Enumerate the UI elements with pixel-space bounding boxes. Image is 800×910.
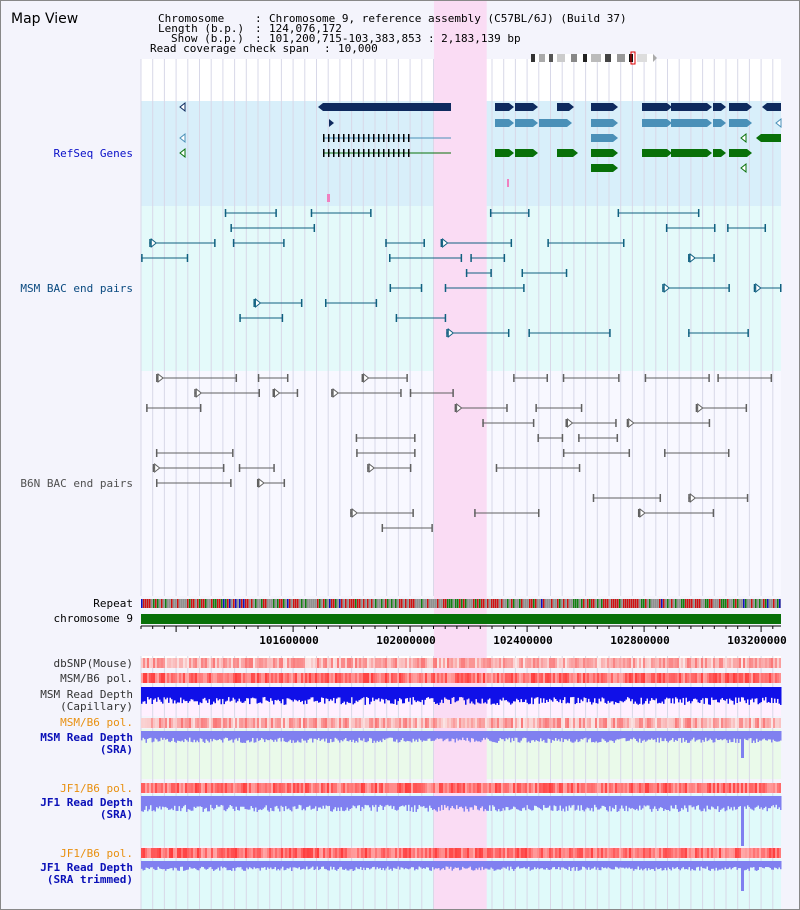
msm-b6-pol-strip [141,673,781,683]
track-label-jf1-depth-trimmed-sub: (SRA trimmed) [46,873,133,886]
length-key: Length (b.p.) [158,22,245,35]
axis-tick-label: 102800000 [610,634,670,647]
track-label-msm-depth-sra[interactable]: MSM Read Depth [40,731,133,744]
current-position-marker [630,51,636,65]
track-label-jf1-b6-pol[interactable]: JF1/B6 pol. [60,782,133,795]
chromosome-9-bar [141,614,781,624]
msm-bac-end-pairs [141,209,782,339]
axis-tick-label: 101600000 [259,634,319,647]
track-label-jf1-b6-pol-2[interactable]: JF1/B6 pol. [60,847,133,860]
track-label-msm-bac[interactable]: MSM BAC end pairs [20,282,133,295]
track-label-repeat[interactable]: Repeat [93,597,133,610]
msm-depth-capillary-bars [141,687,782,705]
coverage-key: Read coverage check span [150,42,309,55]
jf1-b6-pol-strip [141,783,781,793]
axis-tick-label: 102000000 [376,634,436,647]
show-key: Show (b.p.) [171,32,244,45]
show-colon: : [255,32,269,45]
msm-b6-pol-strip-2 [141,718,781,728]
selected-region-highlight [433,1,487,909]
track-label-jf1-depth-sra[interactable]: JF1 Read Depth [40,796,133,809]
jf1-depth-trimmed-bars [141,861,782,891]
chromosome-colon: : [255,12,269,25]
show-value: 101,200,715-103,383,853 : 2,183,139 bp [269,32,521,45]
track-label-dbsnp[interactable]: dbSNP(Mouse) [53,657,133,670]
track-label-msm-b6-pol-2[interactable]: MSM/B6 pol. [60,716,133,729]
track-label-jf1-depth-sra-sub: (SRA) [99,808,133,821]
chromosome-key: Chromosome [158,12,225,25]
chromosome-value: Chromosome 9, reference assembly (C57BL/… [269,12,627,25]
chromosome-bar [141,614,781,624]
refseq-gene-track [179,101,782,174]
track-label-msm-b6-pol[interactable]: MSM/B6 pol. [60,672,133,685]
length-colon: : [255,22,269,35]
track-label-b6n-bac[interactable]: B6N BAC end pairs [20,477,133,490]
track-label-refseq[interactable]: RefSeq Genes [53,147,133,160]
msm-depth-sra-bars [141,731,782,758]
coverage-value: 10,000 [338,42,378,55]
view-title: Map View [11,11,79,27]
length-value: 124,076,172 [269,22,342,35]
track-label-msm-depth-capillary[interactable]: MSM Read Depth [40,688,133,701]
repeat-track [141,599,781,608]
track-label-msm-depth-sra-sub: (SRA) [99,743,133,756]
b6n-bac-end-pairs [146,372,773,532]
position-axis [140,625,781,632]
track-label-chromosome[interactable]: chromosome 9 [53,612,133,625]
track-label-jf1-depth-trimmed[interactable]: JF1 Read Depth [40,861,133,874]
track-label-msm-depth-capillary-sub: (Capillary) [60,700,133,713]
chromosome-ideogram [531,51,657,65]
axis-tick-label: 102400000 [493,634,553,647]
coverage-colon: : [324,42,338,55]
dbsnp-heat-strip [141,658,781,668]
highlight-region [327,1,509,909]
jf1-depth-sra-bars [141,796,782,846]
axis-tick-label: 103200000 [727,634,787,647]
jf1-b6-pol-strip-2 [141,848,781,858]
